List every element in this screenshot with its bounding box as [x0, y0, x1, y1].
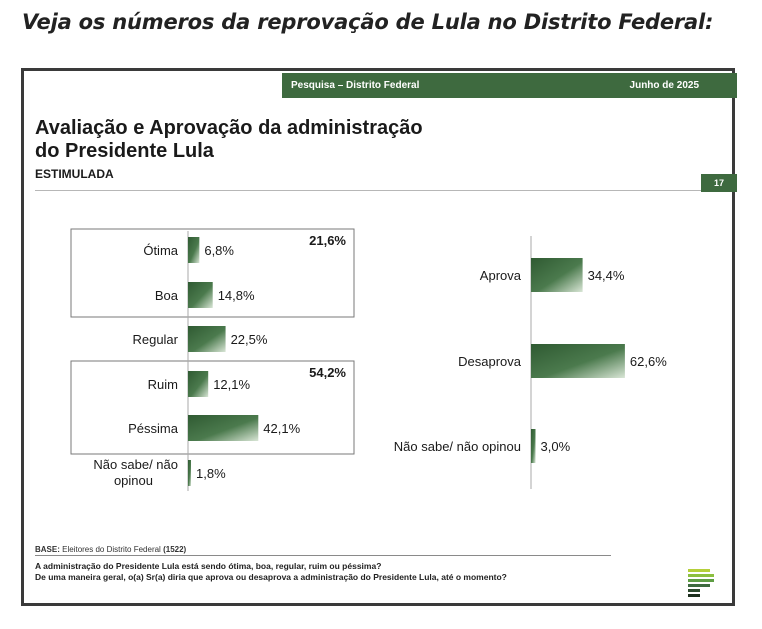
approval-value-label-aprova: 34,4% [588, 268, 625, 283]
slide-title-line2: do Presidente Lula [35, 140, 214, 162]
approval-bar-aprova [531, 258, 583, 292]
slide-header-bar: Pesquisa – Distrito Federal Junho de 202… [282, 73, 737, 98]
eval-value-label-nao-sabe-nao-opinou: 1,8% [196, 466, 226, 481]
approval-value-label-desaprova: 62,6% [630, 354, 667, 369]
slide-title: Avaliação e Aprovação da administração d… [35, 117, 423, 163]
approval-value-label-nao-sabe-nao-opinou: 3,0% [541, 439, 571, 454]
base-label: BASE: [35, 545, 60, 554]
approval-category-label-desaprova: Desaprova [458, 354, 522, 369]
article-headline: Veja os números da reprovação de Lula no… [22, 10, 714, 34]
slide-title-line1: Avaliação e Aprovação da administração [35, 117, 423, 139]
charts-area: 6,8% Ótima 14,8% Boa 22,5% Regular 12,1% Ruim 42… [70, 228, 667, 491]
page-number: 17 [701, 174, 737, 192]
eval-value-label-pessima: 42,1% [263, 421, 300, 436]
eval-bar-ruim [188, 371, 209, 397]
eval-bar-boa [188, 282, 213, 308]
question-2: De uma maneira geral, o(a) Sr(a) diria q… [35, 572, 507, 582]
eval-category-label-nao-sabe-nao-opinou: Não sabe/ não opinou [93, 457, 178, 488]
base-note: BASE: Eleitores do Distrito Federal (152… [35, 545, 186, 554]
eval-category-label-regular: Regular [132, 332, 178, 347]
approval-bar-desaprova [531, 344, 625, 378]
eval-category-label-boa: Boa [155, 288, 179, 303]
approval-bar-nao-sabe-nao-opinou [531, 429, 536, 463]
group-box-1 [70, 228, 355, 318]
eval-category-label-pessima: Péssima [128, 421, 179, 436]
footer-divider [35, 555, 611, 556]
title-divider [35, 190, 701, 191]
eval-bar-otima [188, 237, 200, 263]
group-box-2 [70, 360, 355, 455]
group-total-1: 21,6% [309, 233, 346, 248]
approval-category-label-aprova: Aprova [480, 268, 522, 283]
eval-value-label-boa: 14,8% [218, 288, 255, 303]
institute-logo [688, 569, 714, 597]
survey-date: Junho de 2025 [629, 80, 699, 91]
base-n: (1522) [163, 545, 187, 554]
question-1: A administração do Presidente Lula está … [35, 561, 382, 571]
eval-bar-regular [188, 326, 226, 352]
slide-subtitle: ESTIMULADA [35, 167, 114, 181]
eval-value-label-regular: 22,5% [231, 332, 268, 347]
eval-bar-nao-sabe-nao-opinou [188, 460, 192, 486]
eval-bar-pessima [188, 415, 259, 441]
eval-category-label-ruim: Ruim [148, 377, 178, 392]
approval-category-label-nao-sabe-nao-opinou: Não sabe/ não opinou [394, 439, 521, 454]
survey-name: Pesquisa – Distrito Federal [291, 80, 420, 91]
survey-slide: Pesquisa – Distrito Federal Junho de 202… [21, 68, 737, 606]
eval-category-label-otima: Ótima [143, 243, 178, 258]
eval-value-label-ruim: 12,1% [213, 377, 250, 392]
group-total-2: 54,2% [309, 365, 346, 380]
eval-value-label-otima: 6,8% [204, 243, 234, 258]
base-text: Eleitores do Distrito Federal [62, 545, 161, 554]
